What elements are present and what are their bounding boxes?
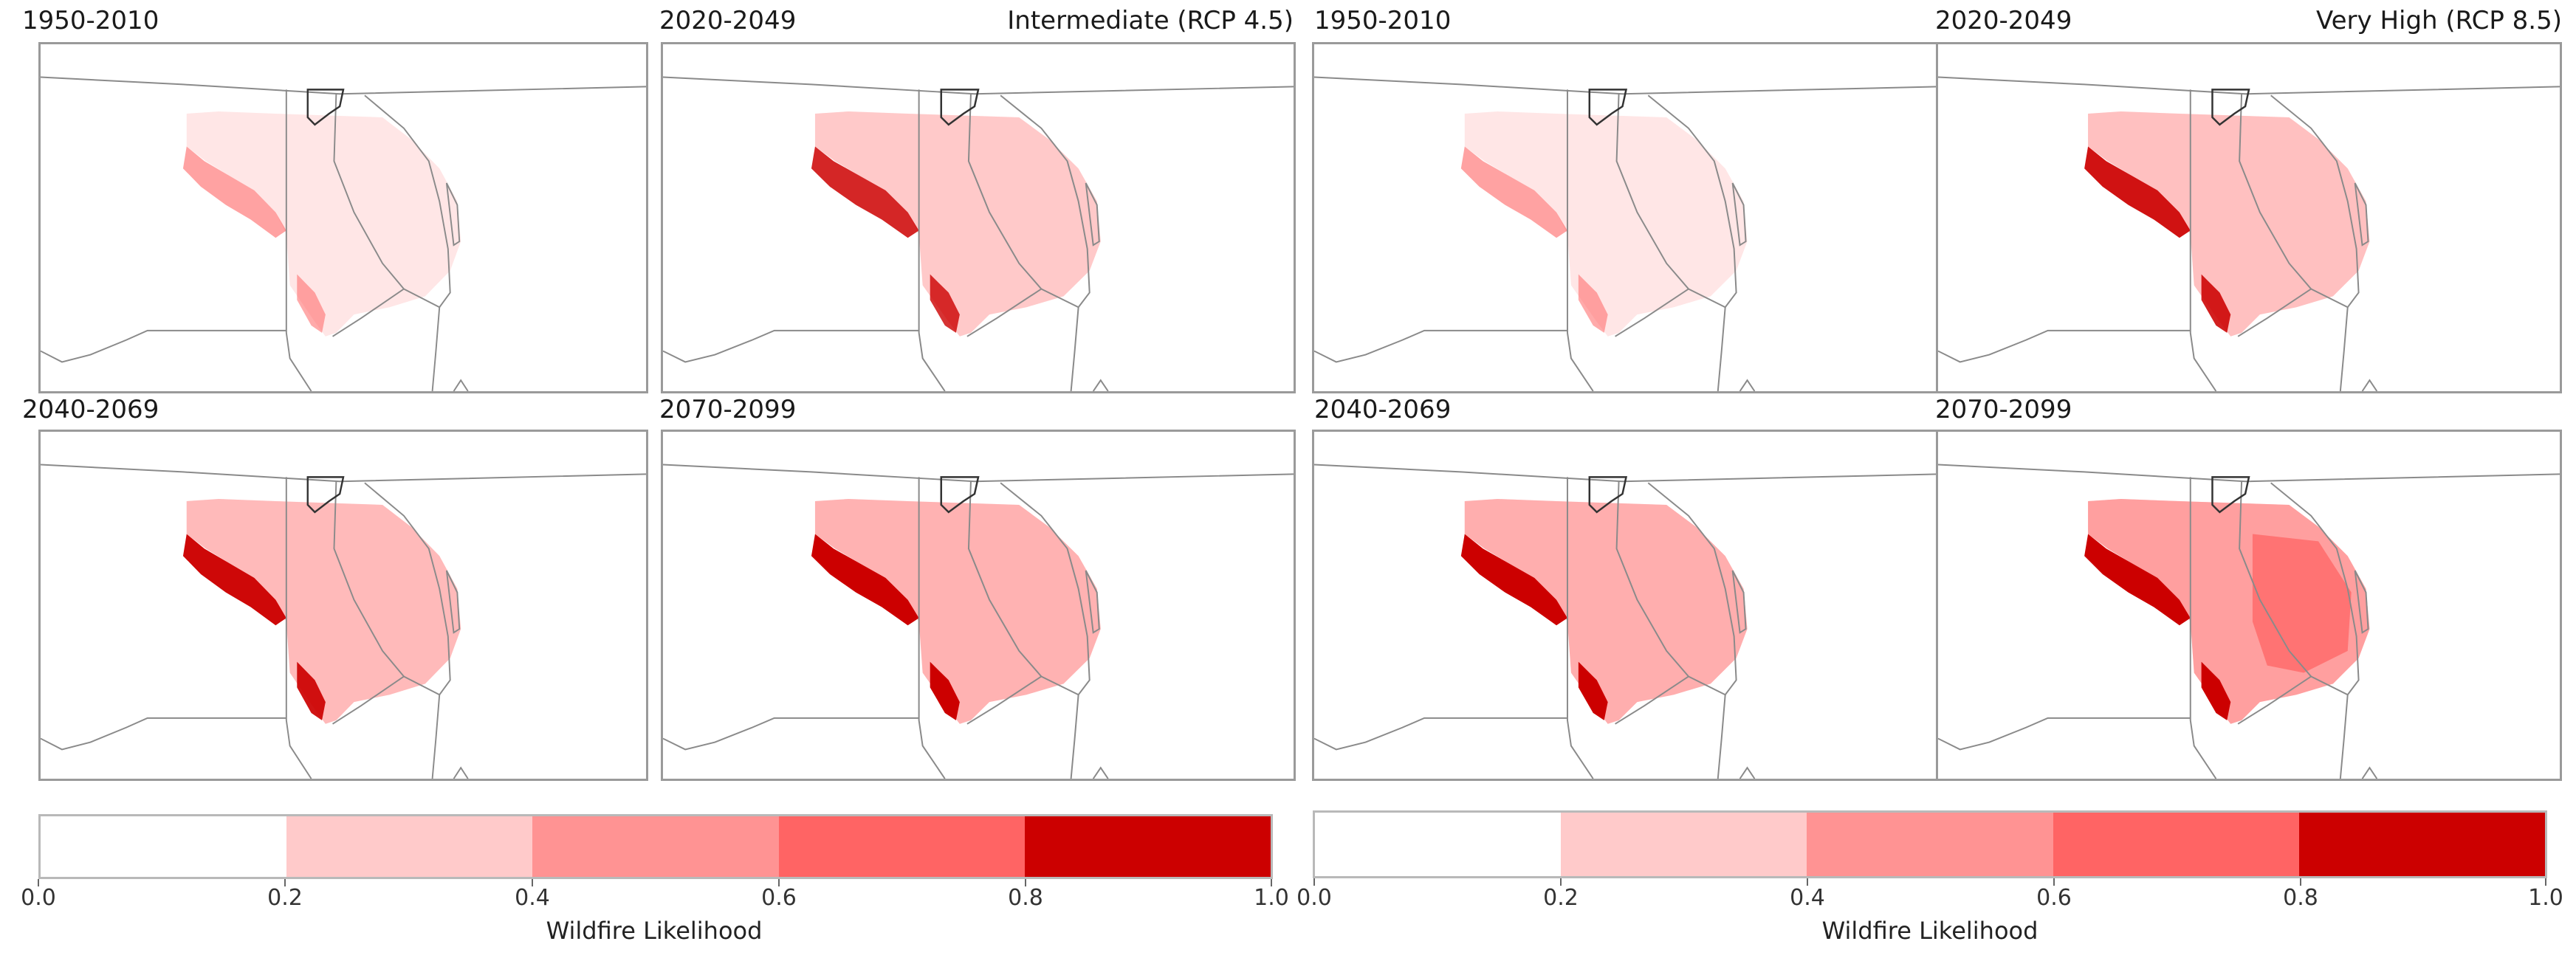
tick-mark <box>1271 879 1272 886</box>
panel-title: 2070-2099 <box>659 395 797 424</box>
tick-mark <box>38 879 39 886</box>
colorbar-bin-3 <box>2053 813 2299 876</box>
colorbar-bin-4 <box>1024 816 1271 877</box>
wildfire-map <box>1938 76 2560 391</box>
map-panel <box>1936 42 2562 393</box>
tick-label: 1.0 <box>1254 885 1289 911</box>
tick-label: 0.8 <box>1008 885 1043 911</box>
map-panel <box>1312 430 1940 781</box>
panel-title: 2020-2049 <box>1935 6 2072 35</box>
wildfire-map <box>1938 464 2560 779</box>
tick-label: 0.2 <box>267 885 303 911</box>
tick-mark <box>1313 878 1315 886</box>
map-panel <box>1312 42 1940 393</box>
tick-label: 0.6 <box>761 885 797 911</box>
tick-mark <box>2300 878 2301 886</box>
tick-mark <box>1560 878 1562 886</box>
wildfire-map <box>663 464 1294 779</box>
tick-mark <box>1025 879 1026 886</box>
colorbar-bin-0 <box>41 816 287 877</box>
tick-mark <box>778 879 780 886</box>
tick-label: 1.0 <box>2528 885 2563 911</box>
colorbar-label: Wildfire Likelihood <box>546 917 763 945</box>
scenario-title: Very High (RCP 8.5) <box>2316 6 2562 35</box>
map-panel <box>38 42 648 393</box>
panel-title: 2040-2069 <box>1314 395 1452 424</box>
panel-title: 2070-2099 <box>1935 395 2072 424</box>
scenario-title: Intermediate (RCP 4.5) <box>1007 6 1294 35</box>
tick-label: 0.0 <box>1296 885 1332 911</box>
tick-label: 0.6 <box>2036 885 2072 911</box>
map-panel <box>1936 430 2562 781</box>
colorbar-bin-2 <box>1807 813 2053 876</box>
panel-title: 1950-2010 <box>1314 6 1452 35</box>
colorbar <box>38 814 1273 879</box>
wildfire-map <box>41 76 646 391</box>
wildfire-map <box>663 76 1294 391</box>
tick-label: 0.8 <box>2283 885 2318 911</box>
colorbar-bin-4 <box>2298 813 2546 876</box>
wildfire-map <box>41 464 646 779</box>
panel-title: 2040-2069 <box>22 395 159 424</box>
tick-label: 0.4 <box>515 885 550 911</box>
panel-title: 1950-2010 <box>22 6 159 35</box>
map-panel <box>38 430 648 781</box>
colorbar-bin-3 <box>778 816 1025 877</box>
tick-mark <box>2545 878 2546 886</box>
tick-label: 0.0 <box>21 885 56 911</box>
tick-mark <box>532 879 533 886</box>
tick-label: 0.4 <box>1790 885 1825 911</box>
wildfire-map <box>1314 76 1938 391</box>
colorbar-bin-0 <box>1315 813 1562 876</box>
tick-mark <box>284 879 286 886</box>
map-panel <box>661 42 1296 393</box>
colorbar-bin-2 <box>532 816 779 877</box>
colorbar <box>1313 810 2547 878</box>
colorbar-bin-1 <box>286 816 533 877</box>
panel-title: 2020-2049 <box>659 6 797 35</box>
map-panel <box>661 430 1296 781</box>
colorbar-bin-1 <box>1561 813 1807 876</box>
colorbar-label: Wildfire Likelihood <box>1821 917 2039 945</box>
tick-label: 0.2 <box>1543 885 1579 911</box>
wildfire-map <box>1314 464 1938 779</box>
tick-mark <box>2053 878 2055 886</box>
tick-mark <box>1807 878 1808 886</box>
